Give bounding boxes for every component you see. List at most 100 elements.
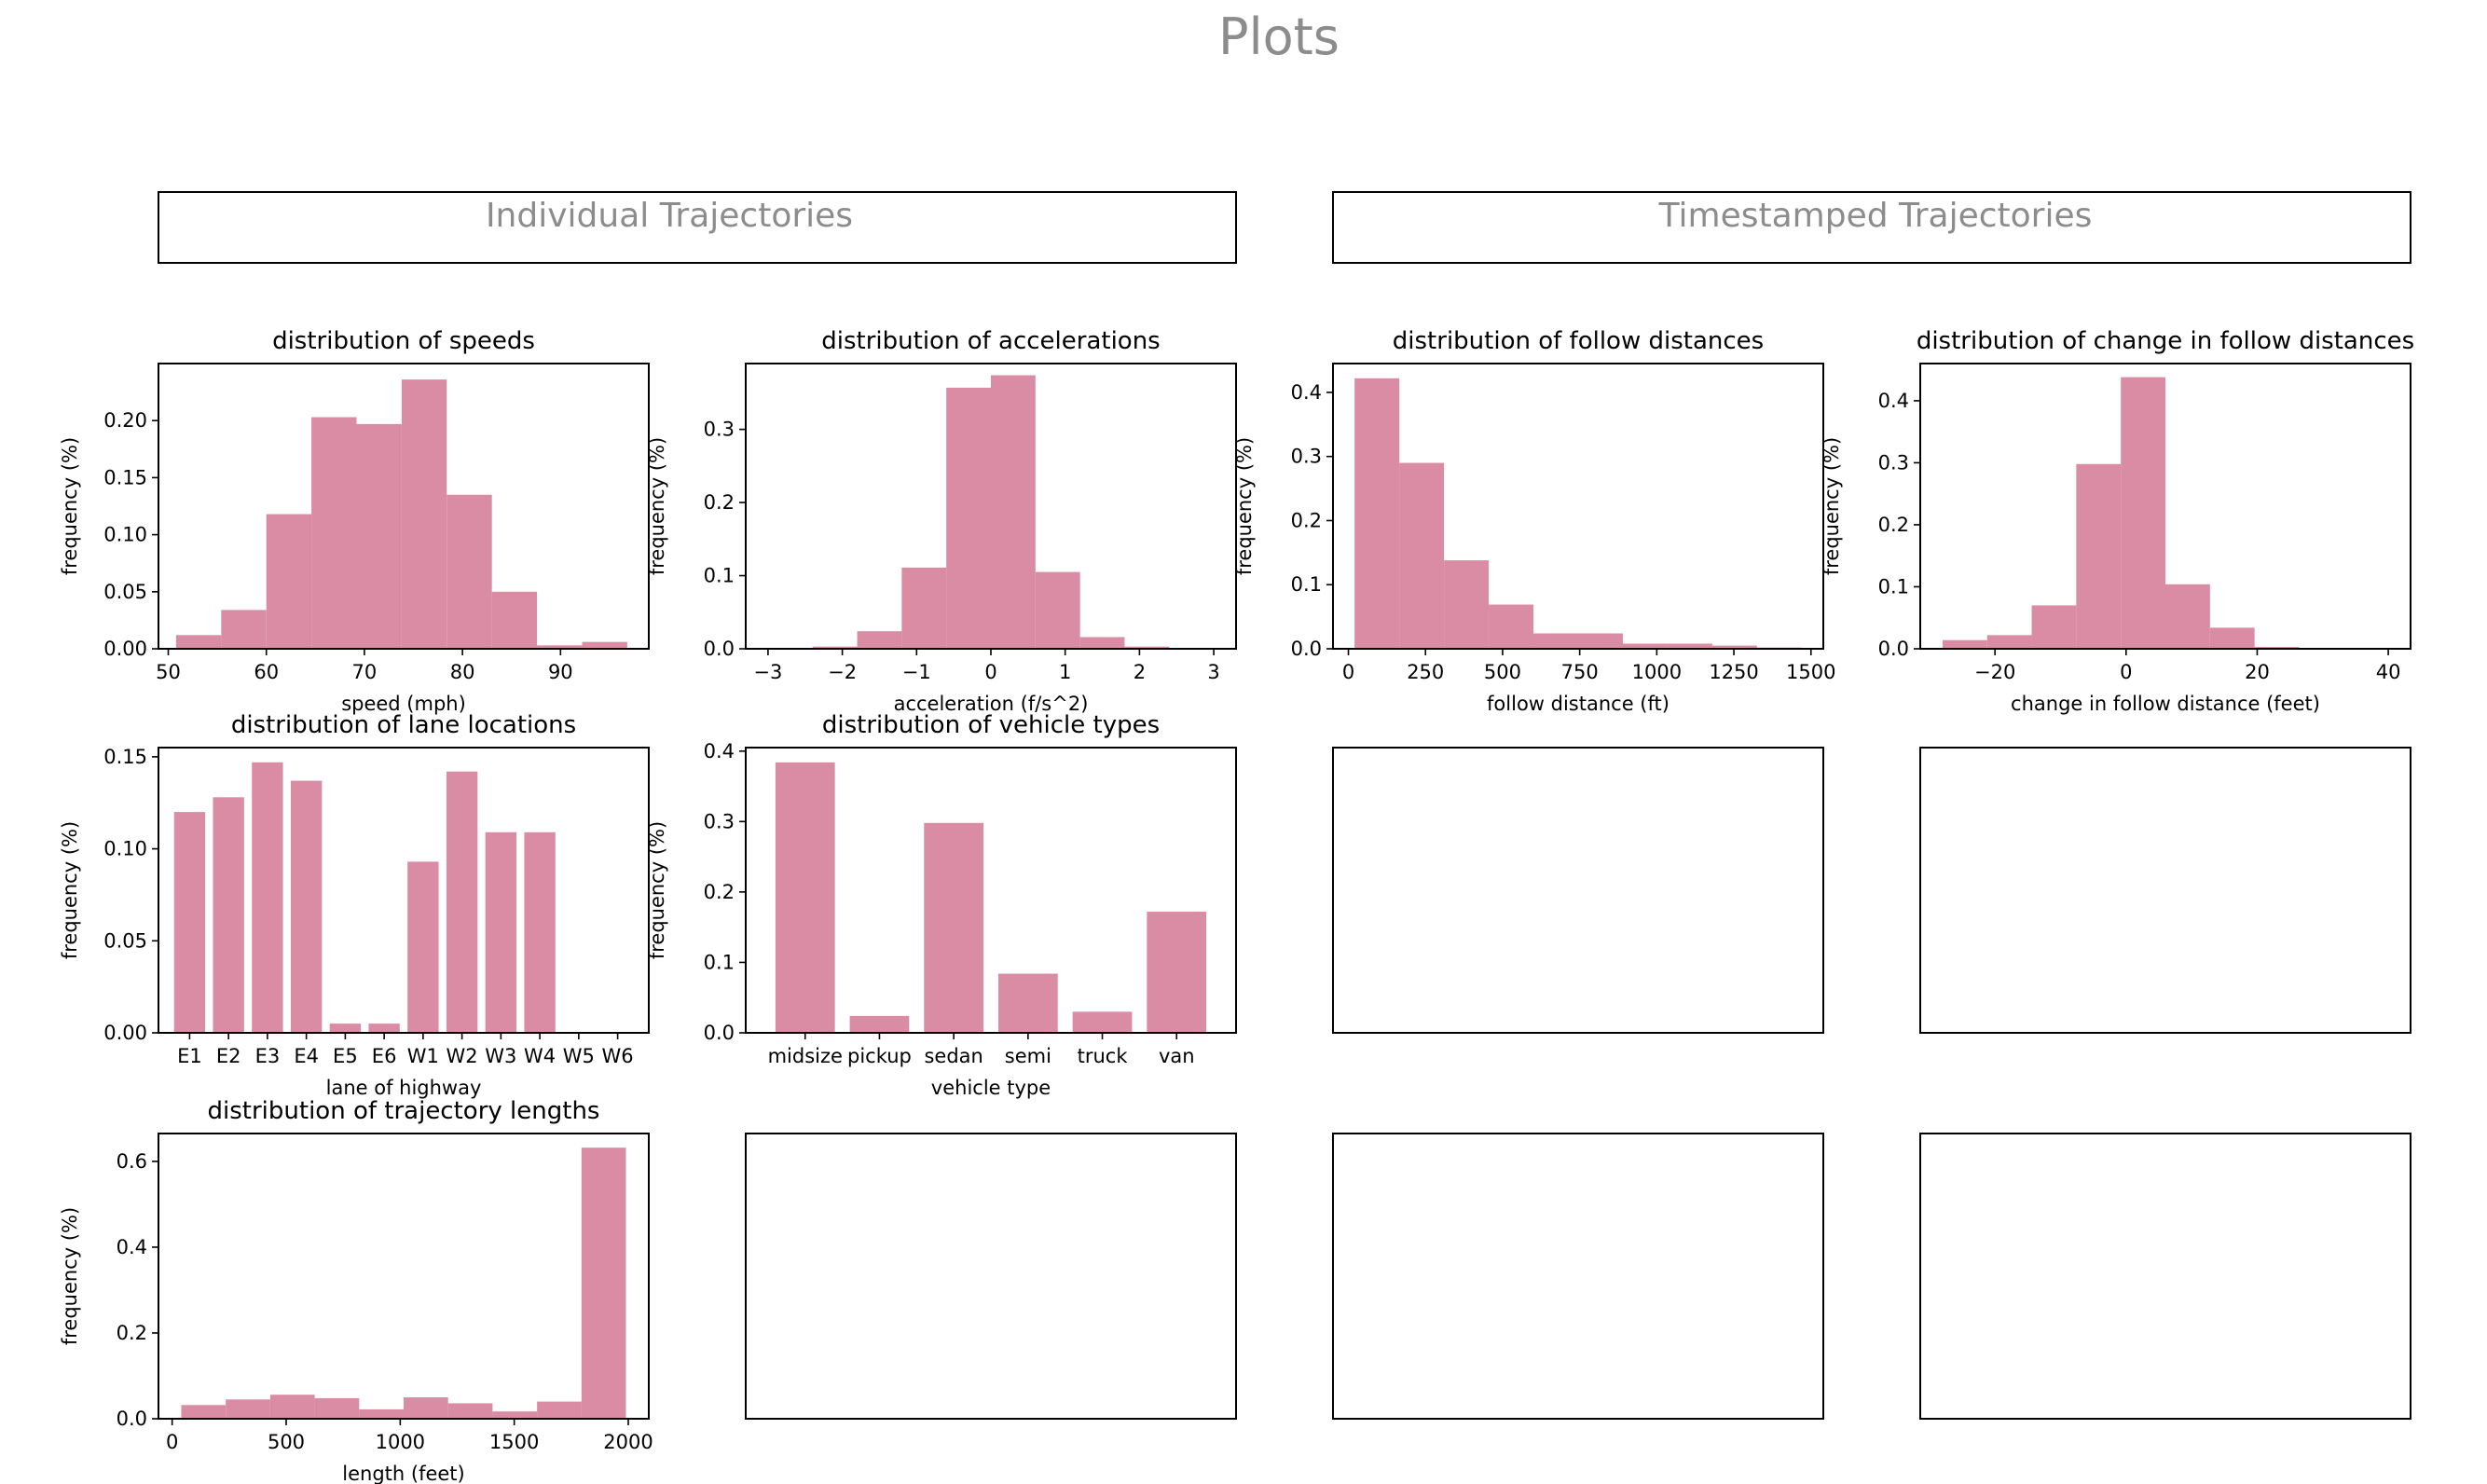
ytick-label-vehicles-3: 0.3 <box>704 810 735 832</box>
bar-follow-0 <box>1354 378 1400 649</box>
bar-change_follow-2 <box>2031 605 2077 649</box>
chart-title-speeds: distribution of speeds <box>272 327 535 355</box>
bar-lengths-7 <box>492 1411 538 1419</box>
xlabel-lengths: length (feet) <box>342 1463 464 1484</box>
chart-title-vehicles: distribution of vehicle types <box>822 711 1160 739</box>
xtick-label-lanes-8: W3 <box>485 1045 516 1067</box>
chart-accelerations: 0.0 0.1 0.2 0.3 −3 −2 −1 0 1 2 3 distribution of ac… <box>646 327 1237 715</box>
xlabel-follow: follow distance (ft) <box>1487 693 1669 715</box>
xtick-label-follow-3: 750 <box>1561 661 1599 683</box>
xlabel-lanes: lane of highway <box>326 1077 482 1099</box>
xtick-label-accelerations-2: −1 <box>902 661 931 683</box>
xtick-label-follow-1: 250 <box>1407 661 1444 683</box>
bar-lanes-6 <box>407 861 439 1033</box>
bar-vehicles-1 <box>849 1015 910 1033</box>
bar-accelerations-6 <box>1035 571 1080 649</box>
section-title-individual: Individual Trajectories <box>486 197 853 235</box>
ytick-label-speeds-4: 0.20 <box>103 409 147 432</box>
ytick-label-accelerations-3: 0.3 <box>704 419 735 441</box>
ytick-label-change_follow-0: 0.0 <box>1878 638 1909 660</box>
xtick-label-follow-4: 1000 <box>1632 661 1682 683</box>
bar-follow-7 <box>1667 643 1712 649</box>
empty-axes-r3c3 <box>1332 1133 1824 1420</box>
xtick-label-accelerations-6: 3 <box>1207 661 1219 683</box>
bar-lengths-1 <box>226 1399 270 1419</box>
axes-frame-lengths <box>158 1133 650 1420</box>
ytick-label-accelerations-0: 0.0 <box>704 638 735 660</box>
xlabel-accelerations: acceleration (f/s^2) <box>894 693 1089 715</box>
chart-title-change_follow: distribution of change in follow distanc… <box>1917 327 2414 355</box>
chart-change_follow: 0.0 0.1 0.2 0.3 0.4 −20 0 20 40 distribution of c… <box>1821 327 2414 715</box>
bar-accelerations-7 <box>1079 637 1125 649</box>
bar-speeds-9 <box>582 641 627 649</box>
xtick-label-accelerations-5: 2 <box>1134 661 1146 683</box>
xtick-label-lengths-1: 500 <box>268 1431 305 1453</box>
chart-title-lengths: distribution of trajectory lengths <box>208 1097 600 1125</box>
bar-follow-5 <box>1578 633 1623 649</box>
bar-lanes-2 <box>252 762 283 1033</box>
ytick-label-follow-2: 0.2 <box>1291 509 1322 531</box>
ytick-label-lengths-3: 0.6 <box>117 1150 147 1173</box>
xtick-label-speeds-2: 70 <box>352 661 378 683</box>
ytick-label-lengths-2: 0.4 <box>117 1236 147 1258</box>
bar-vehicles-5 <box>1147 912 1207 1033</box>
bar-change_follow-4 <box>2121 377 2165 649</box>
ytick-label-speeds-2: 0.10 <box>103 524 147 546</box>
xlabel-change_follow: change in follow distance (feet) <box>2011 693 2320 715</box>
bar-lengths-3 <box>314 1397 360 1419</box>
xtick-label-follow-2: 500 <box>1484 661 1521 683</box>
empty-axes-r2c3 <box>1332 747 1824 1034</box>
bar-accelerations-1 <box>812 646 858 649</box>
ytick-label-lengths-1: 0.2 <box>117 1322 147 1344</box>
bar-accelerations-2 <box>857 631 902 649</box>
xtick-label-lanes-9: W4 <box>524 1045 556 1067</box>
xtick-label-lengths-0: 0 <box>166 1431 178 1453</box>
xtick-label-lanes-0: E1 <box>177 1045 202 1067</box>
xtick-label-vehicles-2: sedan <box>924 1045 982 1067</box>
bar-speeds-3 <box>311 417 357 649</box>
ytick-label-lanes-0: 0.00 <box>103 1022 147 1044</box>
xtick-label-change_follow-0: −20 <box>1974 661 2015 683</box>
chart-vehicles: 0.0 0.1 0.2 0.3 0.4 midsize pickup sedan semi tru… <box>646 711 1237 1099</box>
axes-frame-follow <box>1332 363 1824 650</box>
ytick-label-speeds-0: 0.00 <box>103 638 147 660</box>
ytick-label-change_follow-3: 0.3 <box>1878 451 1909 474</box>
bar-lengths-0 <box>181 1405 227 1419</box>
empty-axes-r3c2 <box>745 1133 1237 1420</box>
empty-axes-r3c4 <box>1919 1133 2411 1420</box>
bar-lengths-8 <box>537 1401 582 1419</box>
bar-lanes-3 <box>290 780 323 1033</box>
bar-change_follow-0 <box>1942 639 1987 649</box>
xtick-label-lengths-4: 2000 <box>603 1431 653 1453</box>
xlabel-vehicles: vehicle type <box>931 1077 1051 1099</box>
ytick-label-change_follow-1: 0.1 <box>1878 575 1909 598</box>
ytick-label-speeds-1: 0.05 <box>103 581 147 603</box>
axes-frame-lanes <box>158 747 650 1034</box>
xtick-label-vehicles-1: pickup <box>847 1045 912 1067</box>
ylabel-lengths: frequency (%) <box>59 1207 81 1345</box>
chart-title-accelerations: distribution of accelerations <box>821 327 1160 355</box>
chart-speeds: 0.00 0.05 0.10 0.15 0.20 50 60 70 80 90 distributi… <box>59 327 650 715</box>
xtick-label-vehicles-4: truck <box>1078 1045 1129 1067</box>
ytick-label-lengths-0: 0.0 <box>117 1408 147 1430</box>
axes-frame-change_follow <box>1919 363 2411 650</box>
ytick-label-accelerations-2: 0.2 <box>704 491 735 514</box>
bar-speeds-8 <box>537 645 583 649</box>
bar-follow-4 <box>1533 633 1578 649</box>
chart-title-follow: distribution of follow distances <box>1393 327 1764 355</box>
bar-vehicles-4 <box>1072 1011 1133 1033</box>
bar-follow-8 <box>1711 645 1757 649</box>
bar-change_follow-1 <box>1986 635 2032 649</box>
ytick-label-lanes-3: 0.15 <box>103 746 147 768</box>
ylabel-change_follow: frequency (%) <box>1821 437 1843 575</box>
ytick-label-follow-4: 0.4 <box>1291 381 1322 404</box>
ylabel-vehicles: frequency (%) <box>646 821 668 959</box>
ytick-label-lanes-2: 0.10 <box>103 838 147 860</box>
bar-follow-3 <box>1489 604 1534 649</box>
section-box-timestamped <box>1332 191 2411 264</box>
ylabel-follow: frequency (%) <box>1233 437 1256 575</box>
bar-change_follow-3 <box>2076 463 2122 649</box>
chart-follow: 0.0 0.1 0.2 0.3 0.4 0 250 500 750 1000 1250 1500 dis… <box>1233 327 1835 715</box>
xtick-label-speeds-0: 50 <box>156 661 181 683</box>
ytick-label-accelerations-1: 0.1 <box>704 565 735 587</box>
